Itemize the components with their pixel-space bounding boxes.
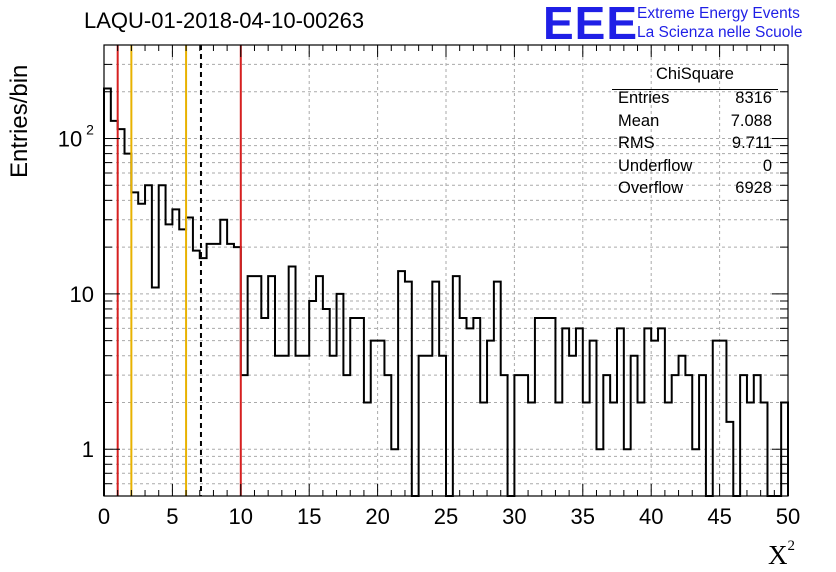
stats-value: 8316 xyxy=(735,89,772,107)
x-tick-label: 50 xyxy=(776,504,800,529)
stats-value: 0 xyxy=(762,156,772,175)
eee-logo-text: Extreme Energy Events La Scienza nelle S… xyxy=(637,4,802,42)
x-tick-label: 40 xyxy=(639,504,663,529)
y-axis-label: Entries/bin xyxy=(6,64,33,178)
x-axis-label-text: X xyxy=(768,540,788,570)
logo-line-1: Extreme Energy Events xyxy=(637,5,800,22)
stats-label: Mean xyxy=(618,111,660,130)
stats-label: Underflow xyxy=(618,156,693,175)
stats-value: 6928 xyxy=(735,179,772,198)
x-tick-label: 30 xyxy=(502,504,526,529)
stats-label: Entries xyxy=(618,89,670,107)
x-tick-label: 5 xyxy=(166,504,178,529)
y-tick-label: 10 xyxy=(70,282,94,307)
stats-row-rms: RMS 9.711 xyxy=(610,132,780,155)
stats-row-underflow: Underflow 0 xyxy=(610,155,780,178)
x-tick-label: 25 xyxy=(434,504,458,529)
x-tick-label: 45 xyxy=(707,504,731,529)
logo-line-2: La Scienza nelle Scuole xyxy=(637,24,803,41)
stats-label: RMS xyxy=(618,134,655,153)
x-tick-label: 10 xyxy=(229,504,253,529)
x-tick-label: 20 xyxy=(365,504,389,529)
stats-box: ChiSquare Entries 8316 Mean 7.088 RMS 9.711… xyxy=(610,65,780,200)
x-tick-label: 35 xyxy=(571,504,595,529)
stats-row-overflow: Overflow 6928 xyxy=(610,177,780,200)
stats-title: ChiSquare xyxy=(656,65,734,83)
stats-separator xyxy=(612,89,778,90)
stats-value: 9.711 xyxy=(731,134,772,153)
stats-label: Overflow xyxy=(618,179,684,198)
stats-row-entries: Entries 8316 xyxy=(610,87,780,110)
y-tick-label: 1 xyxy=(82,437,94,462)
stats-row-mean: Mean 7.088 xyxy=(610,110,780,133)
eee-logo: EEE xyxy=(543,0,639,49)
y-tick-label: 10 xyxy=(58,127,82,152)
x-axis-label-sup: 2 xyxy=(787,538,796,554)
y-tick-label-exponent: 2 xyxy=(86,122,94,138)
chart-title: LAQU-01-2018-04-10-00263 xyxy=(84,8,365,33)
x-axis-label: X2 xyxy=(768,538,796,571)
x-tick-label: 15 xyxy=(297,504,321,529)
stats-value: 7.088 xyxy=(730,111,772,130)
x-tick-label: 0 xyxy=(98,504,110,529)
